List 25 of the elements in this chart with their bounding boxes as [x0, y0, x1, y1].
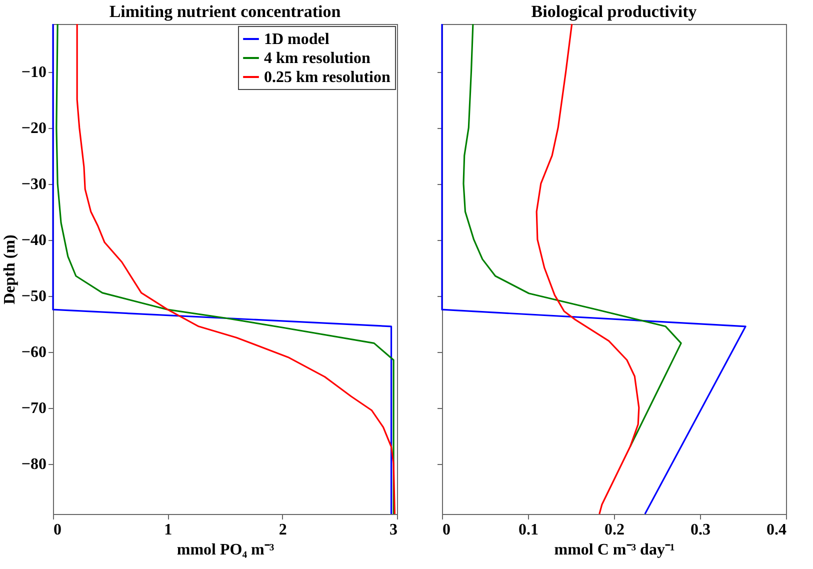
y-tick-label: −60: [21, 344, 46, 362]
x-tick-label: 1: [164, 522, 172, 538]
legend-label: 0.25 km resolution: [264, 69, 390, 86]
x-tick-label: 0.1: [518, 522, 538, 538]
y-tick-label: −50: [21, 288, 46, 306]
x-tick-label: 0: [54, 522, 62, 538]
chart-title: Limiting nutrient concentration: [109, 2, 342, 22]
x-tick-label: 0.2: [604, 522, 624, 538]
chart-title: Biological productivity: [531, 2, 698, 22]
y-tick-label: −20: [21, 120, 46, 138]
y-axis-title: Depth (m): [1, 234, 18, 304]
legend-label: 1D model: [264, 31, 330, 48]
x-axis-title: mmol PO₄ m⁻³: [176, 542, 274, 558]
y-tick-label: −80: [21, 456, 46, 474]
legend-label: 4 km resolution: [264, 50, 370, 67]
y-tick-label: −40: [21, 232, 46, 250]
x-tick-label: 0: [442, 522, 450, 538]
x-tick-label: 0.4: [766, 522, 786, 538]
x-tick-label: 3: [390, 522, 398, 538]
x-tick-label: 0.3: [690, 522, 710, 538]
x-axis-title: mmol C m⁻³ day⁻¹: [554, 542, 675, 558]
x-tick-label: 2: [278, 522, 287, 538]
y-tick-label: −10: [21, 64, 46, 82]
y-tick-label: −70: [21, 400, 46, 418]
y-tick-label: −30: [21, 176, 46, 194]
